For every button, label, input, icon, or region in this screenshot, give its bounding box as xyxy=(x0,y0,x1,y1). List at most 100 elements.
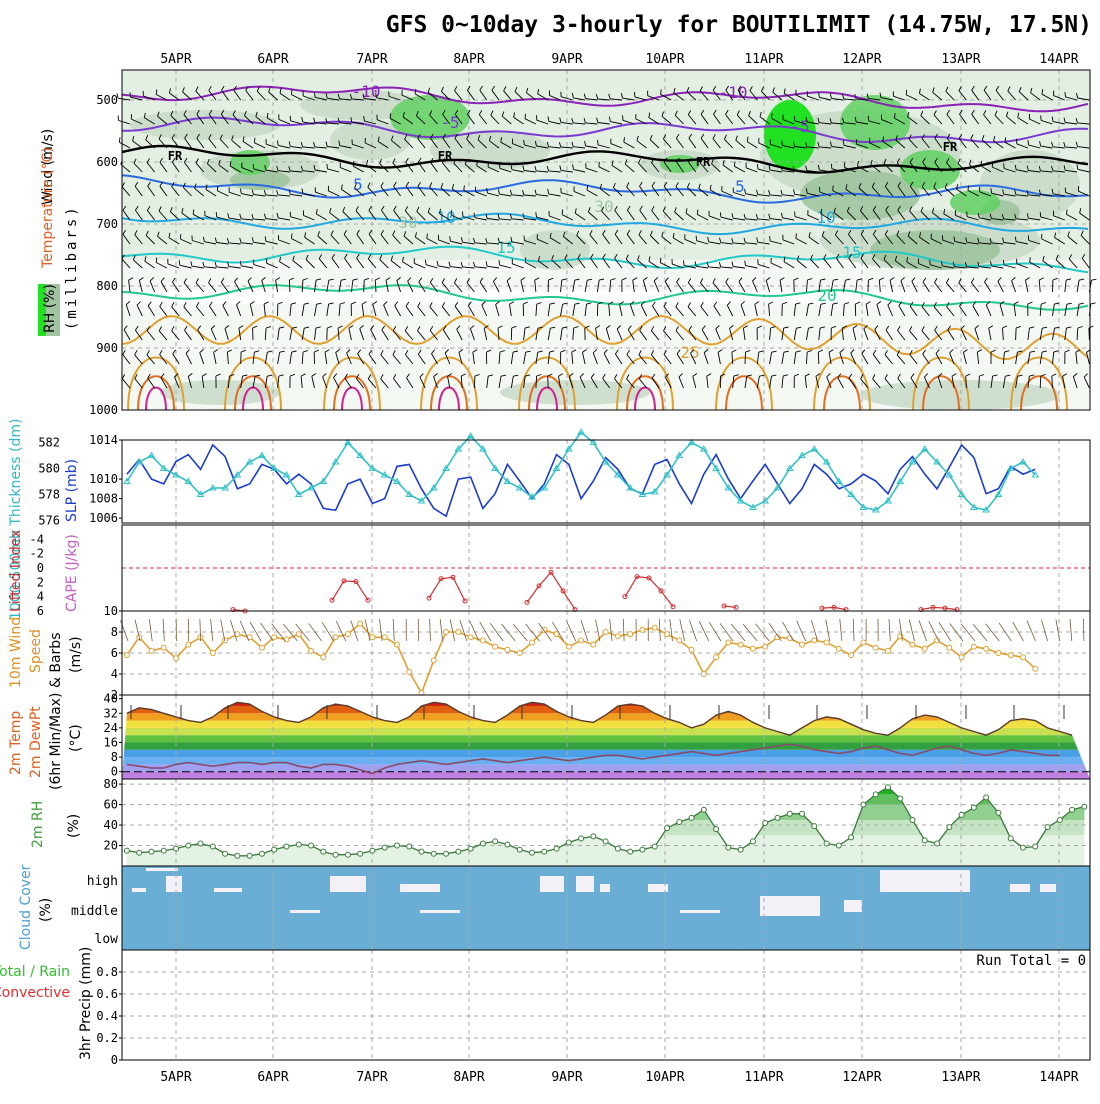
isotherm-label: FR xyxy=(438,149,453,163)
date-label-bottom: 11APR xyxy=(744,1070,783,1085)
wind-speed-line-point xyxy=(480,638,485,643)
wind-speed-line-point xyxy=(407,669,412,674)
cloud-gap xyxy=(146,868,178,871)
wind-barb-10m xyxy=(211,619,213,641)
wind-speed-line-point xyxy=(726,640,731,645)
wind-barb xyxy=(548,376,549,388)
date-label-top: 11APR xyxy=(744,52,783,67)
li-tick: -2 xyxy=(30,547,44,561)
rh2m-point xyxy=(480,841,485,846)
rh-bands xyxy=(122,779,1090,866)
rh2m-point xyxy=(922,838,927,843)
isotherm-label: -10 xyxy=(719,83,748,102)
wind-speed-line-point xyxy=(382,635,387,640)
wind-speed-line-point xyxy=(309,648,314,653)
wind-speed-line-point xyxy=(1033,666,1038,671)
rh2m-point xyxy=(1082,804,1087,809)
wind-barb-10m xyxy=(699,621,709,641)
temp2m-ylabel-b: 2m DewPt xyxy=(28,706,44,778)
wind-speed-line-point xyxy=(652,625,657,630)
wind-speed-line-point xyxy=(689,647,694,652)
wind-speed-line-point xyxy=(910,642,915,647)
wind-speed-line-point xyxy=(591,642,596,647)
cape-axis-labels: Lifted Index CAPE (J/kg) xyxy=(8,530,80,612)
rh2m-point xyxy=(1008,836,1013,841)
wind-barb-flag xyxy=(931,234,932,239)
li-tick: 4 xyxy=(37,590,44,604)
wind-barb xyxy=(745,352,746,364)
wind-speed-line-point xyxy=(836,646,841,651)
rh-patch-dark xyxy=(870,230,1000,270)
rh2m-point xyxy=(971,805,976,810)
tick-label: 8 xyxy=(111,625,118,639)
wind-barb-flag xyxy=(833,186,834,191)
panel-frame-pr xyxy=(122,950,1090,1060)
precip-ylabel-c: 3hr Precip (mm) xyxy=(78,947,94,1060)
wind-speed-line-point xyxy=(714,655,719,660)
date-label-bottom: 7APR xyxy=(356,1070,387,1085)
tick-label: 4 xyxy=(111,667,118,681)
li-line xyxy=(527,572,575,609)
rh2m-point xyxy=(849,835,854,840)
wind-barb xyxy=(1016,328,1017,340)
thickness-tick: 578 xyxy=(38,487,60,501)
wind-speed-line-point xyxy=(738,642,743,647)
wind-barb-10m xyxy=(1027,621,1036,641)
wind-barb-flag xyxy=(390,113,391,118)
rh-patch xyxy=(520,230,590,270)
wind-speed-line-point xyxy=(750,646,755,651)
wind-barb-flag xyxy=(734,161,735,166)
wind-speed-line-point xyxy=(456,630,461,635)
date-label-bottom: 12APR xyxy=(842,1070,881,1085)
sounding-ylabel-temp: Temperature (°C) xyxy=(40,147,56,269)
date-label-bottom: 5APR xyxy=(160,1070,191,1085)
isotherm-label: 25 xyxy=(680,343,699,362)
temp2m-axis-labels: 2m Temp 2m DewPt (6hr Min/Max) (°C) xyxy=(8,693,84,790)
tick-label: 60 xyxy=(104,798,118,812)
wind-barb-10m xyxy=(709,622,721,641)
rh2m-point xyxy=(493,839,498,844)
rh-band xyxy=(122,805,1090,820)
tick-label: 40 xyxy=(104,818,118,832)
rh2m-point xyxy=(885,785,890,790)
date-label-top: 9APR xyxy=(551,52,582,67)
wind-speed-line-point xyxy=(149,648,154,653)
rh2m-point xyxy=(542,849,547,854)
cloud-gap xyxy=(1010,884,1030,892)
wind-speed-line-point xyxy=(971,644,976,649)
wind-barb-10m xyxy=(596,619,600,641)
li-line xyxy=(332,581,368,600)
rh2m-point xyxy=(861,802,866,807)
wind-speed-line-point xyxy=(763,644,768,649)
wind-barb-10m xyxy=(221,619,225,641)
rh2m-point xyxy=(1045,825,1050,830)
cloud-ylabel-units: (%) xyxy=(38,898,54,922)
isotherm-label: 20 xyxy=(817,286,836,305)
wind-barb xyxy=(474,376,475,388)
rh2m-point xyxy=(910,817,915,822)
wind-speed-line-point xyxy=(701,672,706,677)
wind-speed-line-point xyxy=(272,635,277,640)
pressure-tick: 800 xyxy=(96,279,118,293)
rh2m-point xyxy=(677,819,682,824)
wind-speed-line-point xyxy=(161,645,166,650)
rh2m-point xyxy=(873,792,878,797)
tick-label: 1014 xyxy=(89,433,118,447)
wind-speed-line-point xyxy=(824,640,829,645)
wind-barb-10m xyxy=(393,619,394,641)
rh2m-point xyxy=(161,848,166,853)
rh2m-point xyxy=(898,796,903,801)
rh2m-point xyxy=(444,851,449,856)
cloud-level-label: low xyxy=(95,932,119,947)
precip-axis-labels: Total / Rain Convective 3hr Precip (mm) … xyxy=(0,947,1086,1060)
tick-label: 6 xyxy=(111,646,118,660)
wind-barb-flag xyxy=(464,185,465,190)
li-line xyxy=(429,577,465,601)
rh2m-point xyxy=(984,795,989,800)
li-tick: 6 xyxy=(37,604,44,618)
pressure-tick: 700 xyxy=(96,217,118,231)
wind-speed-line-point xyxy=(358,621,363,626)
tick-label: 80 xyxy=(104,777,118,791)
cloud-gap xyxy=(576,876,594,892)
tick-label: 20 xyxy=(104,839,118,853)
